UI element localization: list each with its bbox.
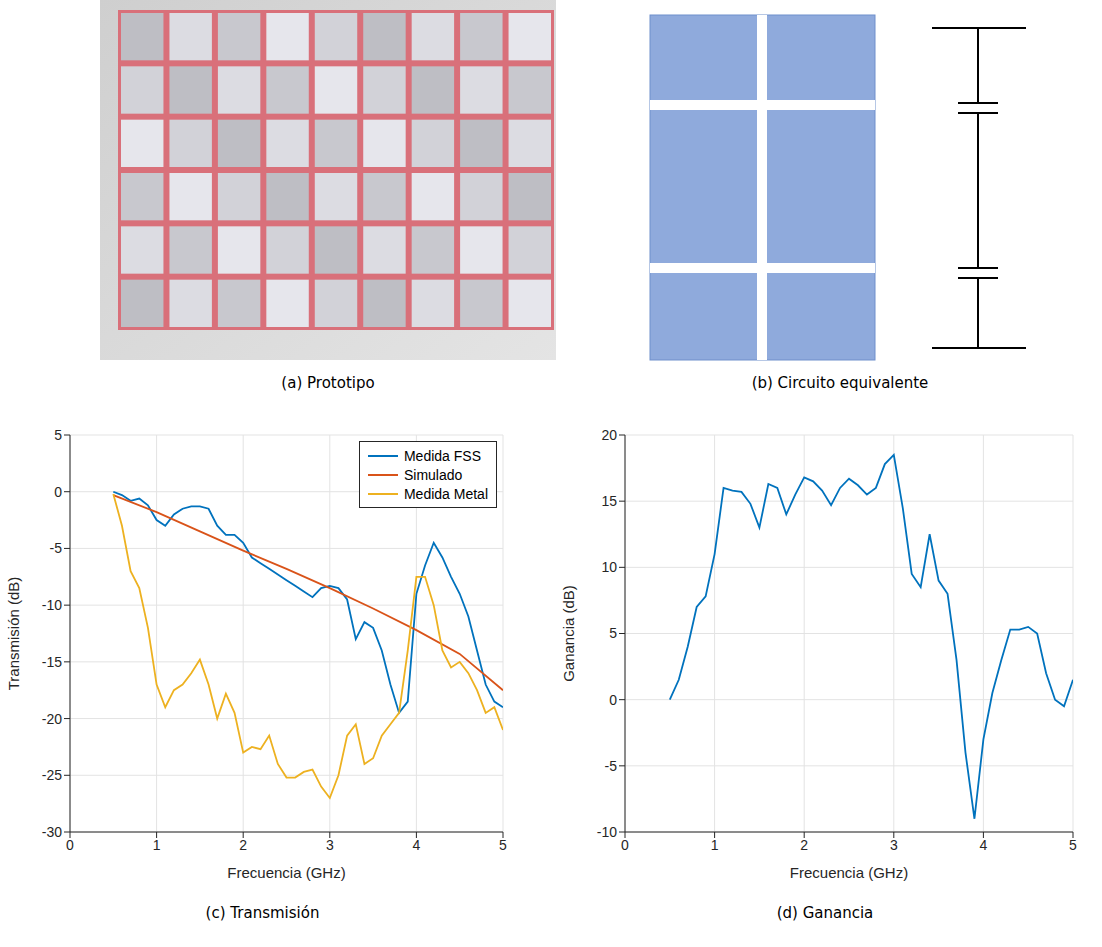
- svg-text:2: 2: [800, 837, 808, 853]
- html-text:Medida FSS: Medida FSS: [404, 447, 481, 464]
- svg-text:Transmisión (dB): Transmisión (dB): [5, 577, 22, 691]
- svg-text:4: 4: [413, 837, 421, 853]
- html-text:(b) Circuito equivalente: (b) Circuito equivalente: [751, 374, 929, 392]
- svg-text:10: 10: [601, 559, 617, 575]
- svg-text:-10: -10: [597, 824, 617, 840]
- html-text:Simulado: Simulado: [404, 466, 463, 483]
- svg-text:4: 4: [980, 837, 988, 853]
- svg-text:3: 3: [890, 837, 898, 853]
- svg-text:-30: -30: [42, 824, 62, 840]
- html-text:Medida Metal: Medida Metal: [404, 485, 488, 502]
- svg-text:3: 3: [326, 837, 334, 853]
- svg-text:-20: -20: [42, 711, 62, 727]
- svg-text:0: 0: [609, 692, 617, 708]
- svg-text:1: 1: [153, 837, 161, 853]
- svg-text:Frecuencia (GHz): Frecuencia (GHz): [227, 864, 345, 881]
- html-text:(d) Ganancia: (d) Ganancia: [776, 904, 874, 922]
- svg-text:5: 5: [609, 625, 617, 641]
- svg-text:15: 15: [601, 493, 617, 509]
- svg-text:0: 0: [54, 484, 62, 500]
- html-text:(a) Prototipo: (a) Prototipo: [281, 374, 375, 392]
- svg-text:-15: -15: [42, 654, 62, 670]
- svg-text:0: 0: [66, 837, 74, 853]
- svg-text:5: 5: [54, 427, 62, 443]
- svg-text:5: 5: [1069, 837, 1077, 853]
- svg-text:2: 2: [239, 837, 247, 853]
- svg-text:Ganancia (dB): Ganancia (dB): [560, 585, 577, 682]
- svg-text:5: 5: [499, 837, 507, 853]
- svg-text:Frecuencia (GHz): Frecuencia (GHz): [790, 864, 908, 881]
- svg-text:1: 1: [711, 837, 719, 853]
- svg-text:-10: -10: [42, 597, 62, 613]
- svg-text:-5: -5: [50, 540, 63, 556]
- svg-text:-5: -5: [605, 758, 618, 774]
- svg-text:-25: -25: [42, 767, 62, 783]
- html-text:(c) Transmisión: (c) Transmisión: [205, 904, 320, 922]
- svg-text:20: 20: [601, 427, 617, 443]
- svg-text:0: 0: [621, 837, 629, 853]
